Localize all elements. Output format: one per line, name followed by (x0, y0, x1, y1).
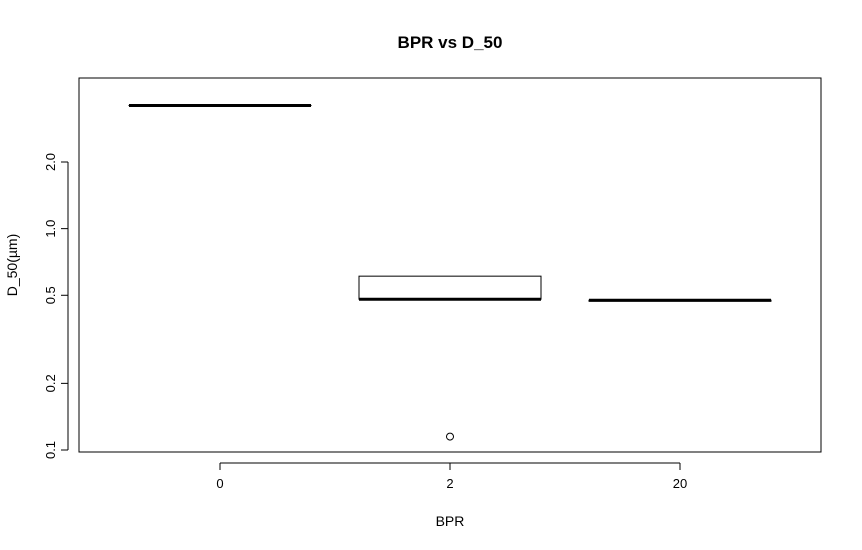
boxes (128, 103, 772, 441)
x-tick-label: 20 (673, 476, 687, 491)
box-2 (358, 275, 542, 441)
y-axis: 0.1 0.2 0.5 1.0 2.0 (43, 153, 69, 459)
x-tick-label: 0 (216, 476, 223, 491)
box-body (358, 275, 542, 300)
plot-frame (78, 77, 822, 453)
box-20 (588, 298, 772, 302)
y-tick-label: 0.1 (43, 441, 58, 459)
outlier-point (446, 432, 454, 441)
y-tick-label: 2.0 (43, 153, 58, 171)
x-axis-label: BPR (436, 513, 465, 529)
chart-title: BPR vs D_50 (398, 33, 503, 52)
y-axis-label: D_50(µm) (4, 234, 20, 297)
x-tick-label: 2 (446, 476, 453, 491)
y-tick-label: 0.5 (43, 286, 58, 304)
x-axis: 0 2 20 (216, 462, 687, 491)
y-tick-label: 1.0 (43, 220, 58, 238)
y-tick-label: 0.2 (43, 374, 58, 392)
